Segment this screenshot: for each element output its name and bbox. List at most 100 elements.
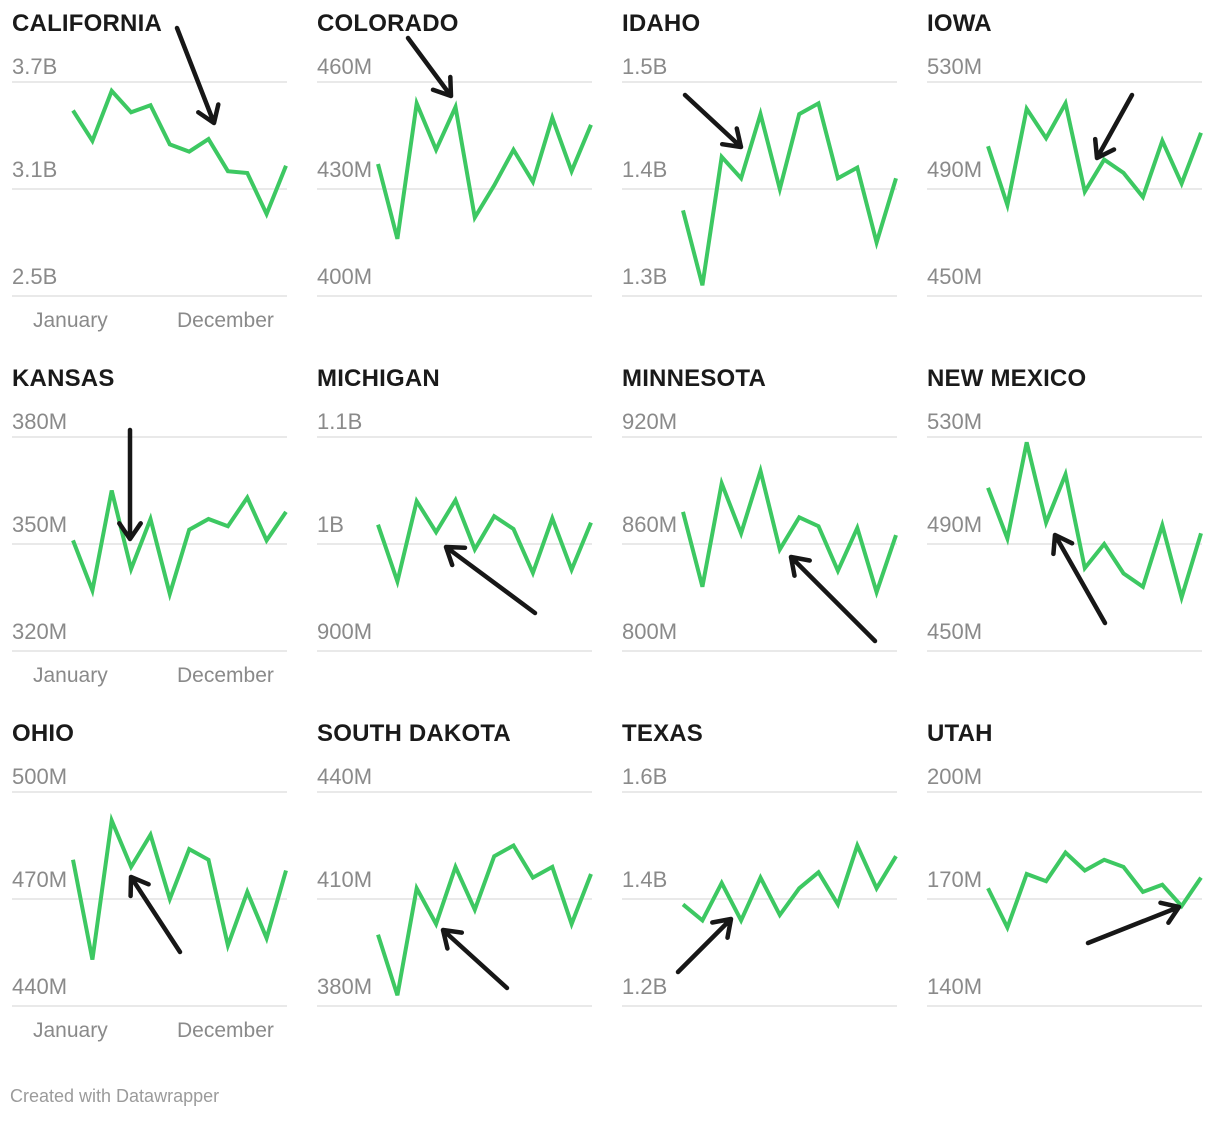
data-series-line <box>71 490 288 602</box>
chart-tile-michigan: MICHIGAN 1.1B 1B 900M <box>305 355 610 710</box>
chart-title: UTAH <box>927 720 993 747</box>
y-tick-label: 800M <box>622 619 678 644</box>
y-tick-label: 1.6B <box>622 764 668 789</box>
annotation-arrow-icon <box>117 427 143 542</box>
y-tick-label: 350M <box>12 512 68 537</box>
y-tick-label: 440M <box>317 764 373 789</box>
y-tick-label: 860M <box>622 512 678 537</box>
line-chart-utah <box>927 791 1203 1007</box>
y-tick-label: 1.1B <box>317 409 363 434</box>
line-chart-minnesota <box>622 436 898 652</box>
line-chart-iowa <box>927 81 1203 297</box>
y-tick-label: 450M <box>927 264 983 289</box>
chart-tile-california: CALIFORNIA 3.7B 3.1B 2.5B January Decemb… <box>0 0 305 355</box>
chart-tile-texas: TEXAS 1.6B 1.4B 1.2B <box>610 710 915 1065</box>
x-axis-label-end: December <box>177 1019 274 1042</box>
chart-title: COLORADO <box>317 10 459 37</box>
y-tick-label: 1B <box>317 512 344 537</box>
y-tick-label: 900M <box>317 619 373 644</box>
annotation-arrow-icon <box>675 916 734 975</box>
y-tick-label: 140M <box>927 974 983 999</box>
y-tick-label: 490M <box>927 157 983 182</box>
data-series-line <box>71 87 288 220</box>
annotation-arrow-icon <box>440 927 510 991</box>
y-tick-label: 430M <box>317 157 373 182</box>
annotation-arrow-icon <box>128 874 183 955</box>
data-series-line <box>986 441 1203 605</box>
y-tick-label: 1.5B <box>622 54 668 79</box>
chart-tile-minnesota: MINNESOTA 920M 860M 800M <box>610 355 915 710</box>
y-tick-label: 320M <box>12 619 68 644</box>
annotation-arrow-icon <box>1085 900 1182 946</box>
y-tick-label: 200M <box>927 764 983 789</box>
line-chart-colorado <box>317 35 593 297</box>
line-chart-texas <box>622 791 898 1007</box>
chart-tile-south-dakota: SOUTH DAKOTA 440M 410M 380M <box>305 710 610 1065</box>
y-tick-label: 1.4B <box>622 867 668 892</box>
x-axis-label-end: December <box>177 309 274 332</box>
y-tick-label: 530M <box>927 54 983 79</box>
data-series-line <box>681 463 898 599</box>
chart-title: SOUTH DAKOTA <box>317 720 511 747</box>
x-axis-label-start: January <box>33 664 108 687</box>
y-tick-label: 440M <box>12 974 68 999</box>
data-series-line <box>376 495 593 589</box>
line-chart-south-dakota <box>317 791 593 1007</box>
line-chart-california <box>12 25 288 297</box>
chart-tile-kansas: KANSAS 380M 350M 320M January December <box>0 355 305 710</box>
annotation-arrow-icon <box>1092 92 1135 161</box>
y-tick-label: 530M <box>927 409 983 434</box>
x-axis-label-start: January <box>33 1019 108 1042</box>
y-tick-label: 410M <box>317 867 373 892</box>
y-tick-label: 490M <box>927 512 983 537</box>
y-tick-label: 920M <box>622 409 678 434</box>
y-tick-label: 500M <box>12 764 68 789</box>
chart-title: CALIFORNIA <box>12 10 162 37</box>
annotation-arrow-icon <box>788 554 878 644</box>
annotation-arrow-icon <box>682 92 744 150</box>
chart-title: NEW MEXICO <box>927 365 1087 392</box>
y-tick-label: 170M <box>927 867 983 892</box>
y-tick-label: 400M <box>317 264 373 289</box>
data-series-line <box>376 842 593 996</box>
chart-title: OHIO <box>12 720 75 747</box>
line-chart-new-mexico <box>927 436 1203 652</box>
chart-title: IOWA <box>927 10 992 37</box>
line-chart-idaho <box>622 81 898 297</box>
chart-tile-colorado: COLORADO 460M 430M 400M <box>305 0 610 355</box>
y-tick-label: 450M <box>927 619 983 644</box>
data-series-line <box>71 812 288 960</box>
y-tick-label: 1.3B <box>622 264 668 289</box>
chart-tile-new-mexico: NEW MEXICO 530M 490M 450M <box>915 355 1220 710</box>
y-tick-label: 1.2B <box>622 974 668 999</box>
annotation-arrow-icon <box>405 35 454 99</box>
chart-title: MICHIGAN <box>317 365 440 392</box>
y-tick-label: 3.7B <box>12 54 58 79</box>
y-tick-label: 1.4B <box>622 157 668 182</box>
data-series-line <box>681 100 898 286</box>
y-tick-label: 460M <box>317 54 373 79</box>
data-series-line <box>986 849 1203 933</box>
y-tick-label: 2.5B <box>12 264 58 289</box>
chart-title: KANSAS <box>12 365 115 392</box>
chart-tile-utah: UTAH 200M 170M 140M <box>915 710 1220 1065</box>
chart-title: TEXAS <box>622 720 704 747</box>
y-tick-label: 380M <box>317 974 373 999</box>
y-tick-label: 380M <box>12 409 68 434</box>
line-chart-michigan <box>317 436 593 652</box>
chart-tile-iowa: IOWA 530M 490M 450M <box>915 0 1220 355</box>
chart-title: IDAHO <box>622 10 701 37</box>
y-tick-label: 470M <box>12 867 68 892</box>
annotation-arrow-icon <box>174 25 221 126</box>
x-axis-label-start: January <box>33 309 108 332</box>
chart-tile-ohio: OHIO 500M 470M 440M January December <box>0 710 305 1065</box>
data-series-line <box>376 95 593 240</box>
annotation-arrow-icon <box>443 544 538 616</box>
annotation-arrow-icon <box>1051 532 1108 626</box>
data-series-line <box>986 97 1203 213</box>
chart-tile-idaho: IDAHO 1.5B 1.4B 1.3B <box>610 0 915 355</box>
data-series-line <box>681 839 898 925</box>
datawrapper-credit: Created with Datawrapper <box>10 1086 220 1106</box>
chart-title: MINNESOTA <box>622 365 767 392</box>
line-chart-kansas <box>12 427 288 652</box>
